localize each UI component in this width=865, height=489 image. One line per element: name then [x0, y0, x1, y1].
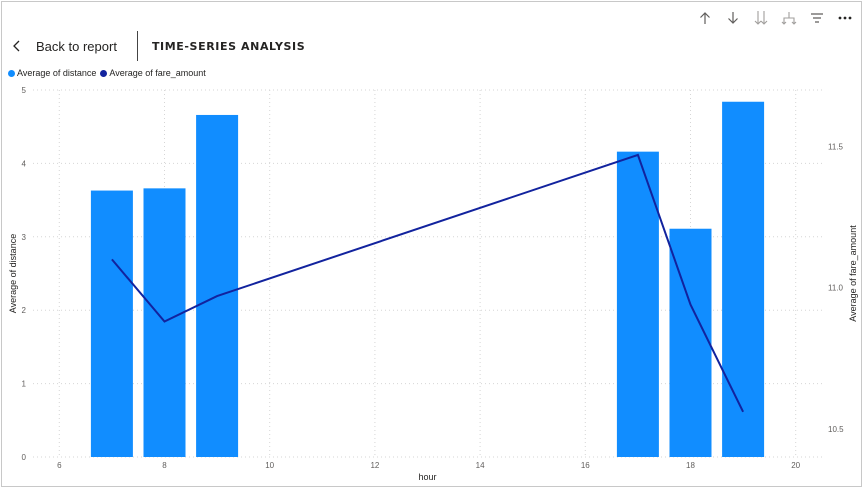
filter-icon[interactable]: [803, 6, 831, 30]
bar-distance: [722, 101, 765, 457]
x-tick-label: 8: [162, 461, 167, 470]
expand-hierarchy-icon[interactable]: [775, 6, 803, 30]
y-tick-label: 0: [22, 453, 27, 462]
legend-item-distance[interactable]: Average of distance: [8, 68, 96, 78]
y2-axis-title: Average of fare_amount: [848, 225, 858, 322]
x-tick-label: 18: [686, 461, 695, 470]
chart-legend: Average of distance Average of fare_amou…: [8, 68, 210, 78]
double-arrow-down-icon[interactable]: [747, 6, 775, 30]
x-tick-label: 12: [370, 461, 379, 470]
report-header: Back to report TIME-SERIES ANALYSIS: [12, 30, 305, 62]
visual-toolbar: [691, 6, 859, 30]
y-tick-label: 3: [22, 233, 27, 242]
bar-distance: [196, 114, 239, 458]
back-to-report-button[interactable]: Back to report: [12, 37, 137, 56]
y2-tick-label: 10.5: [828, 425, 844, 434]
y-tick-label: 2: [22, 306, 27, 315]
x-tick-label: 14: [476, 461, 485, 470]
arrow-up-icon[interactable]: [691, 6, 719, 30]
legend-marker-fare-amount: [100, 69, 108, 77]
page-title: TIME-SERIES ANALYSIS: [151, 39, 306, 53]
legend-label-distance: Average of distance: [17, 68, 97, 78]
y2-tick-label: 11.5: [828, 142, 844, 151]
legend-item-fare-amount[interactable]: Average of fare_amount: [100, 68, 206, 78]
y2-tick-label: 11.0: [828, 284, 844, 293]
chevron-left-icon: [12, 37, 22, 56]
arrow-down-icon[interactable]: [719, 6, 747, 30]
line-fare-amount: [111, 153, 744, 413]
bar-distance: [143, 188, 186, 457]
bar-distance: [90, 190, 133, 458]
x-tick-label: 10: [265, 461, 274, 470]
x-tick-label: 16: [581, 461, 590, 470]
y-axis-title: Average of distance: [8, 234, 18, 313]
more-options-icon[interactable]: [831, 6, 859, 30]
legend-label-fare-amount: Average of fare_amount: [109, 68, 206, 78]
x-tick-label: 20: [791, 461, 800, 470]
header-divider: [136, 31, 138, 61]
bar-distance: [616, 151, 659, 457]
x-tick-label: 6: [57, 461, 62, 470]
back-to-report-label: Back to report: [36, 38, 117, 54]
y-tick-label: 5: [22, 86, 27, 95]
y-tick-label: 1: [22, 380, 27, 389]
y-tick-label: 4: [22, 159, 27, 168]
legend-marker-distance: [8, 69, 15, 77]
x-axis-title: hour: [418, 472, 436, 482]
